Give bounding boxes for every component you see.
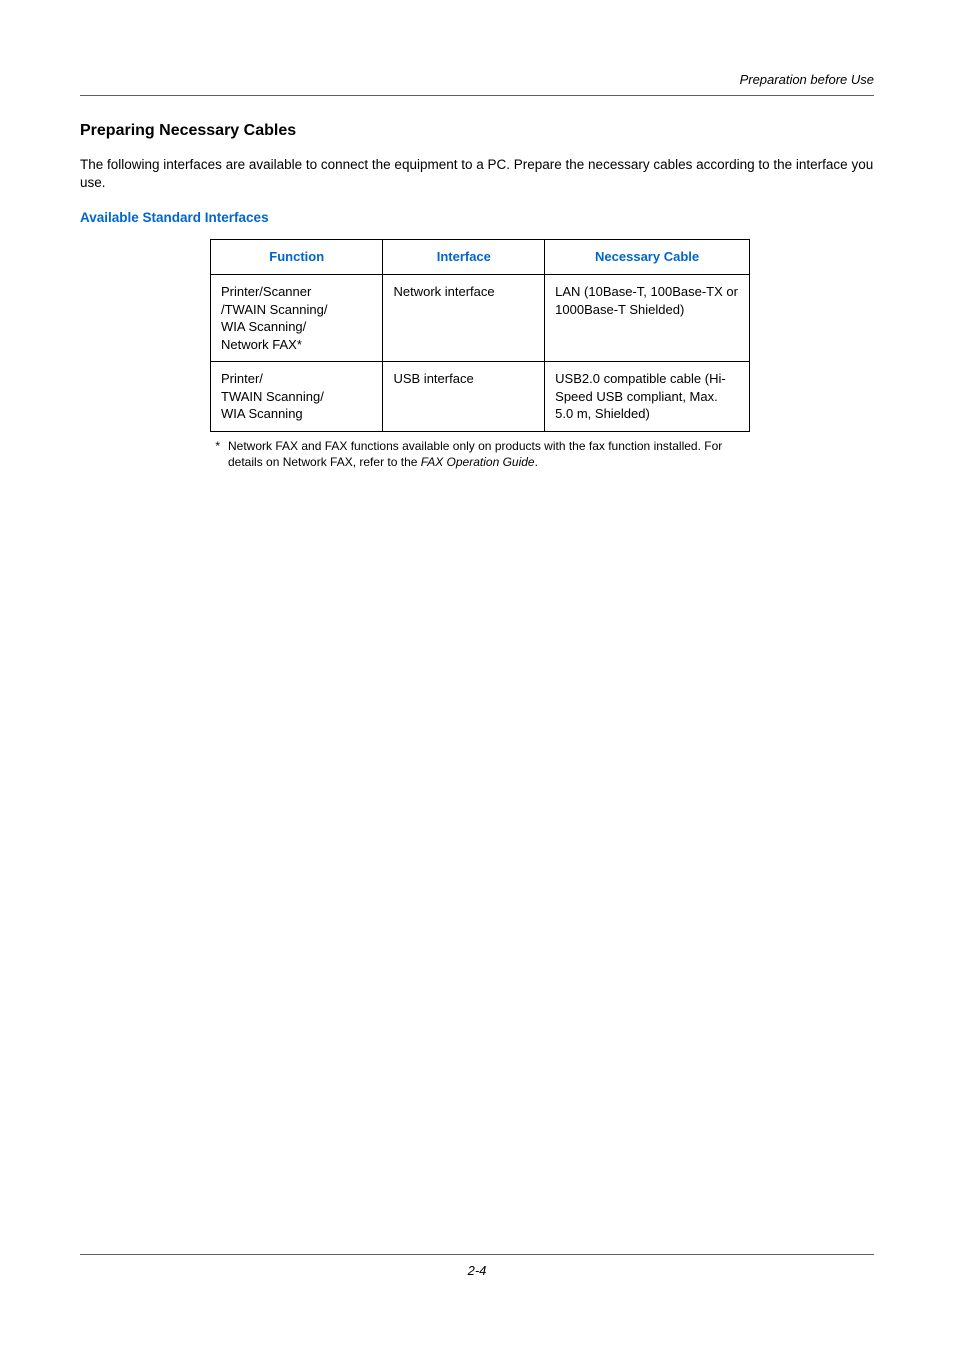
page-footer: 2-4	[80, 1254, 874, 1278]
footnote-star: *	[210, 438, 228, 470]
footer-rule	[80, 1254, 874, 1255]
cell-interface: Network interface	[383, 274, 545, 361]
table-row: Printer/Scanner/TWAIN Scanning/WIA Scann…	[211, 274, 750, 361]
sub-heading: Available Standard Interfaces	[80, 210, 874, 225]
page-content: Preparation before Use Preparing Necessa…	[0, 0, 954, 470]
header-rule	[80, 95, 874, 96]
running-header: Preparation before Use	[80, 72, 874, 95]
footnote-text: Network FAX and FAX functions available …	[228, 438, 750, 470]
table-header-row: Function Interface Necessary Cable	[211, 240, 750, 275]
page-number: 2-4	[80, 1263, 874, 1278]
footnote: * Network FAX and FAX functions availabl…	[210, 438, 750, 470]
th-interface: Interface	[383, 240, 545, 275]
cell-cable: USB2.0 compatible cable (Hi-Speed USB co…	[545, 362, 750, 432]
section-title: Preparing Necessary Cables	[80, 122, 874, 140]
intro-paragraph: The following interfaces are available t…	[80, 156, 874, 192]
interfaces-table-wrap: Function Interface Necessary Cable Print…	[210, 239, 750, 470]
footnote-text-b: FAX Operation Guide	[421, 455, 535, 469]
cell-function: Printer/Scanner/TWAIN Scanning/WIA Scann…	[211, 274, 383, 361]
th-function: Function	[211, 240, 383, 275]
cell-interface: USB interface	[383, 362, 545, 432]
table-row: Printer/TWAIN Scanning/WIA Scanning USB …	[211, 362, 750, 432]
th-cable: Necessary Cable	[545, 240, 750, 275]
interfaces-table: Function Interface Necessary Cable Print…	[210, 239, 750, 431]
cell-function: Printer/TWAIN Scanning/WIA Scanning	[211, 362, 383, 432]
footnote-text-c: .	[535, 455, 538, 469]
cell-cable: LAN (10Base-T, 100Base-TX or 1000Base-T …	[545, 274, 750, 361]
